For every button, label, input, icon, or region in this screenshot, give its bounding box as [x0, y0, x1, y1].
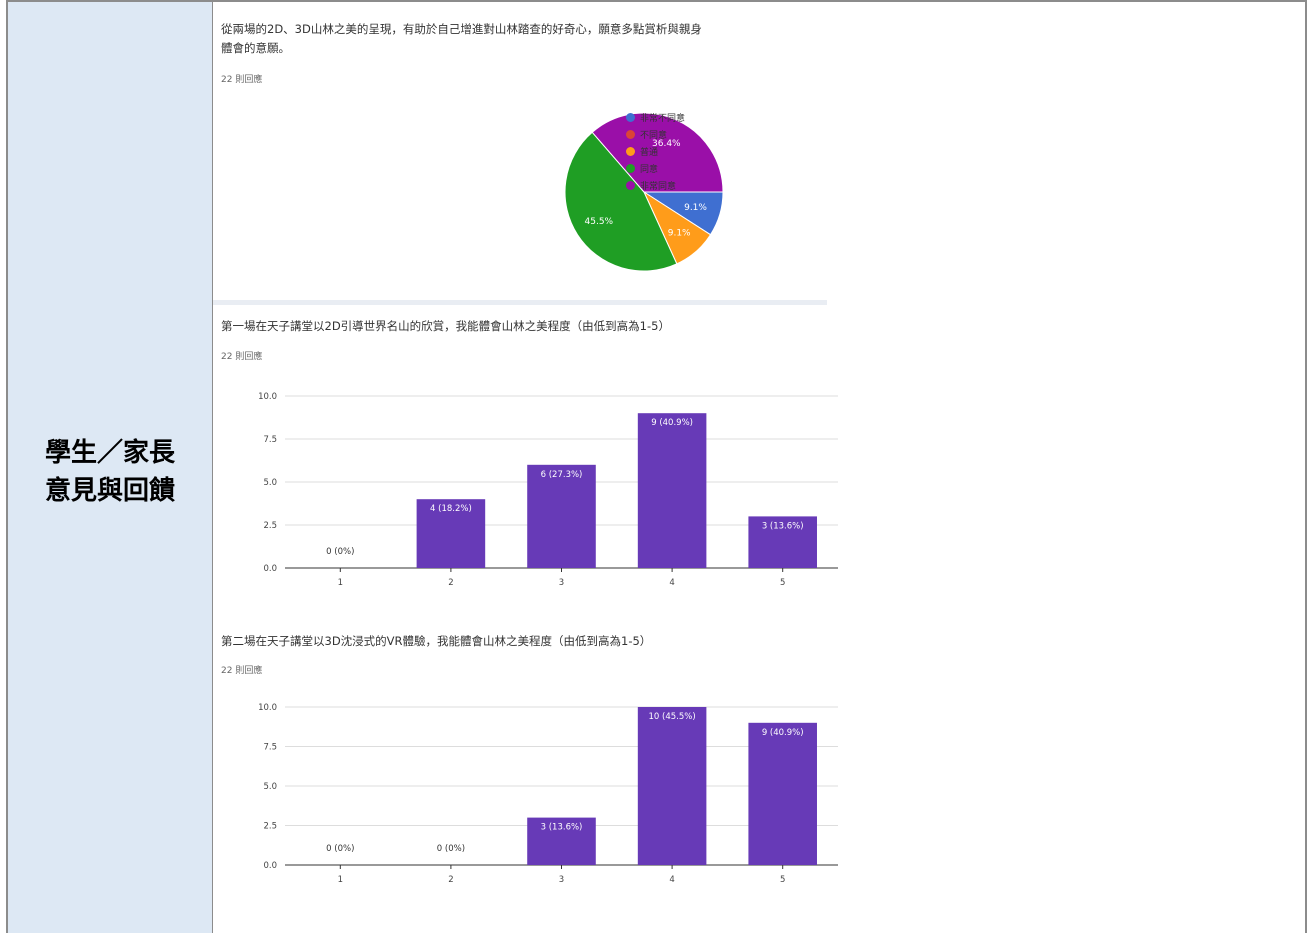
chart3-xtick-label: 4	[669, 875, 674, 885]
chart3-xtick-label: 5	[780, 875, 785, 885]
chart3-ytick-label: 5.0	[263, 782, 277, 792]
chart3-bar-4	[637, 707, 707, 865]
question-title-2: 第一場在天子講堂以2D引導世界名山的欣賞，我能體會山林之美程度（由低到高為1-5…	[221, 319, 670, 333]
chart2-data-label-3: 6 (27.3%)	[541, 470, 583, 480]
pie-slice-label-1: 9.1%	[684, 203, 707, 213]
pie-slice-label-4: 45.5%	[585, 217, 614, 227]
chart3-ytick-label: 2.5	[263, 822, 277, 832]
bar-chart-2: 0.0 2.5 5.0 7.5 10.0 1 0 (0%) 2 4 (18.2%) 3 6 (27.…	[258, 392, 838, 588]
question-card-2: 第一場在天子講堂以2D引導世界名山的欣賞，我能體會山林之美程度（由低到高為1-5…	[213, 305, 838, 615]
legend-label: 同意	[640, 165, 659, 175]
chart3-data-label-4: 10 (45.5%)	[649, 712, 696, 722]
legend-swatch	[626, 164, 635, 173]
pie-slice-label-3: 9.1%	[668, 229, 691, 239]
response-count-1: 22 則回應	[221, 75, 263, 85]
legend-label: 不同意	[640, 131, 668, 141]
chart2-data-label-1: 0 (0%)	[326, 547, 354, 557]
chart2-ytick-label: 2.5	[263, 521, 277, 531]
legend-item-5: 非常同意	[626, 180, 676, 194]
chart3-data-label-1: 0 (0%)	[326, 844, 354, 854]
legend-item-2: 不同意	[626, 129, 667, 143]
chart2-xtick-label: 1	[338, 578, 343, 588]
pie-slice-label-5: 36.4%	[652, 139, 681, 149]
chart3-data-label-2: 0 (0%)	[437, 844, 465, 854]
chart2-bar-3	[527, 464, 596, 568]
bar-chart-3: 0.0 2.5 5.0 7.5 10.0 1 0 (0%) 2 0 (0%) 3 3 (13.6%)…	[258, 703, 838, 885]
chart3-xtick-label: 2	[448, 875, 453, 885]
chart2-ytick-label: 7.5	[263, 435, 277, 445]
chart2-data-label-2: 4 (18.2%)	[430, 504, 472, 514]
chart2-ytick-label: 0.0	[263, 564, 277, 574]
chart2-ytick-label: 5.0	[263, 478, 277, 488]
question-title-1: 從兩場的2D、3D山林之美的呈現，有助於自己增進對山林踏查的好奇心，願意多點賞析…	[221, 20, 702, 58]
chart2-bar-4	[637, 413, 707, 568]
chart2-xtick-label: 5	[780, 578, 785, 588]
pie-slice-5	[591, 112, 724, 193]
chart2-xtick-label: 3	[559, 578, 564, 588]
legend-item-3: 普通	[626, 146, 658, 160]
chart3-xtick-label: 3	[559, 875, 564, 885]
legend-label: 非常同意	[640, 182, 677, 192]
question-card-1: 從兩場的2D、3D山林之美的呈現，有助於自己增進對山林踏查的好奇心，願意多點賞析…	[213, 2, 827, 300]
chart3-ytick-label: 7.5	[263, 743, 277, 753]
response-count-3: 22 則回應	[221, 666, 263, 676]
question-card-3: 第二場在天子講堂以3D沈浸式的VR體驗，我能體會山林之美程度（由低到高為1-5）…	[213, 620, 838, 920]
left-header-cell: 學生／家長 意見與回饋	[8, 2, 213, 933]
chart2-bar-2	[416, 499, 486, 568]
pie-chart: 9.1% 9.1% 45.5% 36.4%	[564, 112, 724, 272]
legend-swatch	[626, 130, 635, 139]
pie-slice-4	[564, 131, 678, 272]
chart3-bar-5	[748, 722, 817, 865]
section-label-line2: 意見與回饋	[44, 476, 175, 506]
legend-label: 非常不同意	[640, 114, 686, 124]
legend-swatch	[626, 147, 635, 156]
legend-swatch	[626, 181, 635, 190]
chart3-bar-3	[527, 817, 596, 865]
legend-item-4: 同意	[626, 163, 658, 177]
chart2-xtick-label: 4	[669, 578, 674, 588]
chart2-ytick-label: 10.0	[258, 392, 277, 402]
chart2-data-label-5: 3 (13.6%)	[762, 521, 804, 531]
chart3-data-label-3: 3 (13.6%)	[541, 823, 583, 833]
chart3-data-label-5: 9 (40.9%)	[762, 728, 804, 738]
chart2-bar-5	[748, 516, 817, 568]
response-count-2: 22 則回應	[221, 352, 263, 362]
legend-item-1: 非常不同意	[626, 112, 685, 126]
section-divider	[213, 300, 827, 305]
chart3-xtick-label: 1	[338, 875, 343, 885]
question-title-3: 第二場在天子講堂以3D沈浸式的VR體驗，我能體會山林之美程度（由低到高為1-5）	[221, 634, 652, 648]
chart2-data-label-4: 9 (40.9%)	[651, 418, 693, 428]
question-title-1-line1: 從兩場的2D、3D山林之美的呈現，有助於自己增進對山林踏查的好奇心，願意多點賞析…	[221, 22, 702, 36]
chart3-ytick-label: 0.0	[263, 861, 277, 871]
legend-swatch	[626, 113, 635, 122]
question-title-1-line2: 體會的意願。	[221, 41, 290, 55]
section-label: 學生／家長 意見與回饋	[8, 434, 212, 510]
chart3-ytick-label: 10.0	[258, 703, 277, 713]
section-label-line1: 學生／家長	[44, 438, 175, 468]
chart2-xtick-label: 2	[448, 578, 453, 588]
legend-label: 普通	[640, 148, 659, 158]
